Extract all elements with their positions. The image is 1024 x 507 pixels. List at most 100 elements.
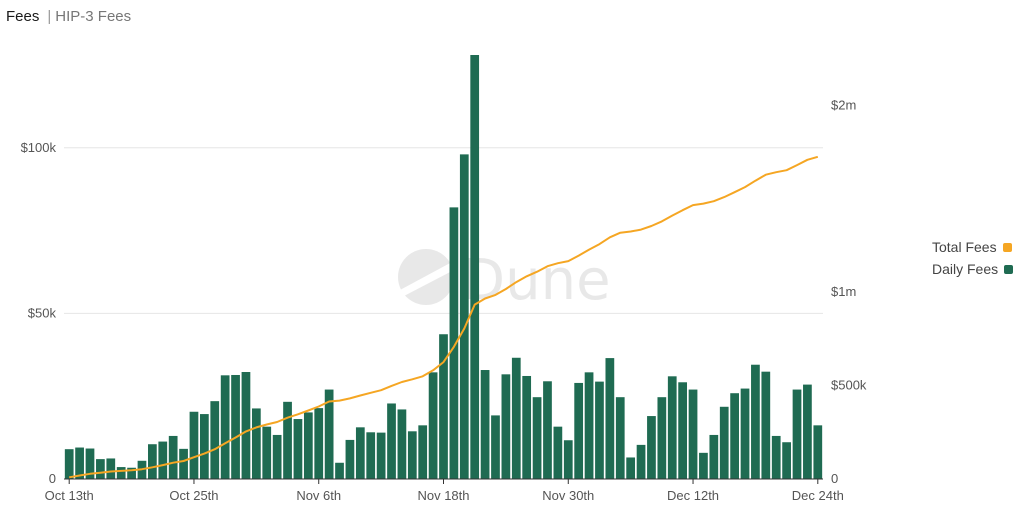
daily-fees-bar bbox=[366, 432, 376, 479]
legend-label-total-fees: Total Fees bbox=[932, 239, 997, 255]
daily-fees-bar bbox=[584, 372, 594, 479]
daily-fees-bar bbox=[116, 467, 126, 479]
left-axis-tick-label: $100k bbox=[21, 140, 57, 155]
daily-fees-bar bbox=[189, 411, 199, 479]
right-axis-tick-label: $1m bbox=[831, 284, 856, 299]
left-axis-ticks: 0 $50k $100k bbox=[21, 140, 57, 486]
daily-fees-bar bbox=[647, 416, 656, 479]
x-axis-tick-label: Nov 6th bbox=[296, 488, 341, 503]
daily-fees-bar bbox=[387, 403, 396, 479]
title-separator: | bbox=[47, 8, 52, 25]
daily-fees-bar bbox=[148, 444, 157, 479]
daily-fees-bar bbox=[158, 441, 168, 479]
daily-fees-bar bbox=[761, 371, 771, 479]
daily-fees-bar bbox=[553, 426, 563, 479]
chart-subtitle-wrap: | HIP-3 Fees bbox=[47, 8, 131, 25]
daily-fees-bar bbox=[449, 207, 459, 479]
legend-item-total-fees[interactable]: Total Fees bbox=[932, 236, 1013, 258]
daily-fees-bar bbox=[678, 382, 688, 479]
x-axis-tick-label: Nov 30th bbox=[542, 488, 594, 503]
daily-fees-bar bbox=[480, 370, 490, 479]
right-axis-tick-label: 0 bbox=[831, 471, 838, 486]
daily-fees-bar bbox=[251, 408, 261, 479]
daily-fees-bar bbox=[470, 55, 480, 479]
daily-fees-bar bbox=[709, 434, 719, 479]
legend-item-daily-fees[interactable]: Daily Fees bbox=[932, 258, 1014, 280]
daily-fees-bar bbox=[792, 389, 802, 479]
daily-fees-bar bbox=[272, 434, 282, 479]
daily-fees-bar bbox=[657, 397, 667, 479]
daily-fees-bar bbox=[199, 414, 209, 479]
daily-fees-bar bbox=[231, 374, 240, 479]
daily-fees-bar bbox=[179, 448, 188, 479]
daily-fees-bar bbox=[64, 449, 74, 479]
daily-fees-bar bbox=[563, 440, 573, 479]
legend-label-daily-fees: Daily Fees bbox=[932, 261, 999, 277]
left-axis-tick-label: $50k bbox=[28, 305, 57, 320]
daily-fees-bar bbox=[106, 458, 116, 479]
daily-fees-bar bbox=[751, 364, 760, 479]
daily-fees-bar bbox=[730, 393, 739, 479]
daily-fees-bar bbox=[241, 372, 251, 479]
daily-fees-bar bbox=[636, 444, 646, 479]
watermark-text: Dune bbox=[462, 248, 611, 313]
daily-fees-bar bbox=[532, 397, 542, 479]
daily-fees-bar bbox=[85, 448, 95, 479]
daily-fees-bar bbox=[439, 334, 448, 479]
left-axis-tick-label: 0 bbox=[49, 471, 56, 486]
daily-fees-bar bbox=[543, 381, 552, 479]
x-axis-tick-label: Oct 25th bbox=[169, 488, 218, 503]
daily-fees-bar bbox=[376, 432, 386, 479]
daily-fees-bar bbox=[491, 415, 500, 479]
daily-fees-bar bbox=[782, 442, 791, 479]
daily-fees-bar bbox=[803, 384, 812, 479]
dune-logo-stripe bbox=[400, 262, 454, 296]
daily-fees-bar bbox=[605, 358, 615, 479]
x-axis-tick-label: Nov 18th bbox=[417, 488, 469, 503]
daily-fees-bar bbox=[407, 431, 417, 479]
daily-fees-bar bbox=[574, 382, 584, 479]
daily-fees-bar bbox=[595, 381, 604, 479]
daily-fees-bar bbox=[262, 426, 272, 479]
daily-fees-bar bbox=[719, 406, 729, 479]
daily-fees-bar bbox=[418, 425, 428, 479]
daily-fees-bar bbox=[626, 457, 636, 479]
daily-fees-bar bbox=[96, 459, 105, 479]
x-axis-tick-label: Oct 13th bbox=[45, 488, 94, 503]
dune-logo-icon bbox=[398, 249, 454, 305]
dune-watermark: Dune bbox=[398, 248, 611, 313]
right-axis-ticks: 0 $500k $1m $2m bbox=[831, 97, 867, 486]
daily-fees-bar bbox=[522, 375, 532, 479]
daily-fees-bar bbox=[75, 447, 84, 479]
daily-fees-bar bbox=[501, 374, 511, 479]
daily-fees-bar bbox=[397, 409, 407, 479]
x-axis-tick-label: Dec 12th bbox=[667, 488, 719, 503]
daily-fees-bar bbox=[511, 357, 521, 479]
daily-fees-bar bbox=[345, 439, 355, 479]
daily-fees-bar bbox=[220, 375, 230, 479]
daily-fees-bar bbox=[459, 154, 469, 479]
daily-fees-bar bbox=[740, 388, 750, 479]
grid-lines bbox=[64, 147, 823, 314]
total-fees-line bbox=[69, 155, 819, 479]
daily-fees-bar bbox=[335, 462, 344, 479]
daily-fees-bar bbox=[428, 372, 438, 479]
chart-title: Fees bbox=[6, 8, 40, 25]
daily-fees-bar bbox=[303, 412, 313, 479]
daily-fees-bar bbox=[699, 452, 708, 479]
daily-fees-bar bbox=[813, 425, 823, 479]
chart-subtitle: HIP-3 Fees bbox=[55, 8, 132, 25]
chart-header: Fees | HIP-3 Fees bbox=[6, 8, 131, 25]
right-axis-tick-label: $2m bbox=[831, 97, 856, 112]
legend-swatch-daily-fees bbox=[1004, 264, 1014, 274]
daily-fees-bar bbox=[615, 397, 625, 479]
x-axis-ticks: Oct 13th Oct 25th Nov 6th Nov 18th Nov 30th D… bbox=[45, 479, 844, 503]
right-axis-tick-label: $500k bbox=[831, 378, 867, 393]
daily-fees-bar bbox=[210, 401, 220, 479]
x-axis-tick-label: Dec 24th bbox=[792, 488, 844, 503]
daily-fees-bar bbox=[314, 408, 324, 479]
daily-fees-bar bbox=[771, 435, 781, 479]
daily-fees-bar bbox=[688, 389, 698, 479]
daily-fees-bars bbox=[64, 55, 823, 479]
